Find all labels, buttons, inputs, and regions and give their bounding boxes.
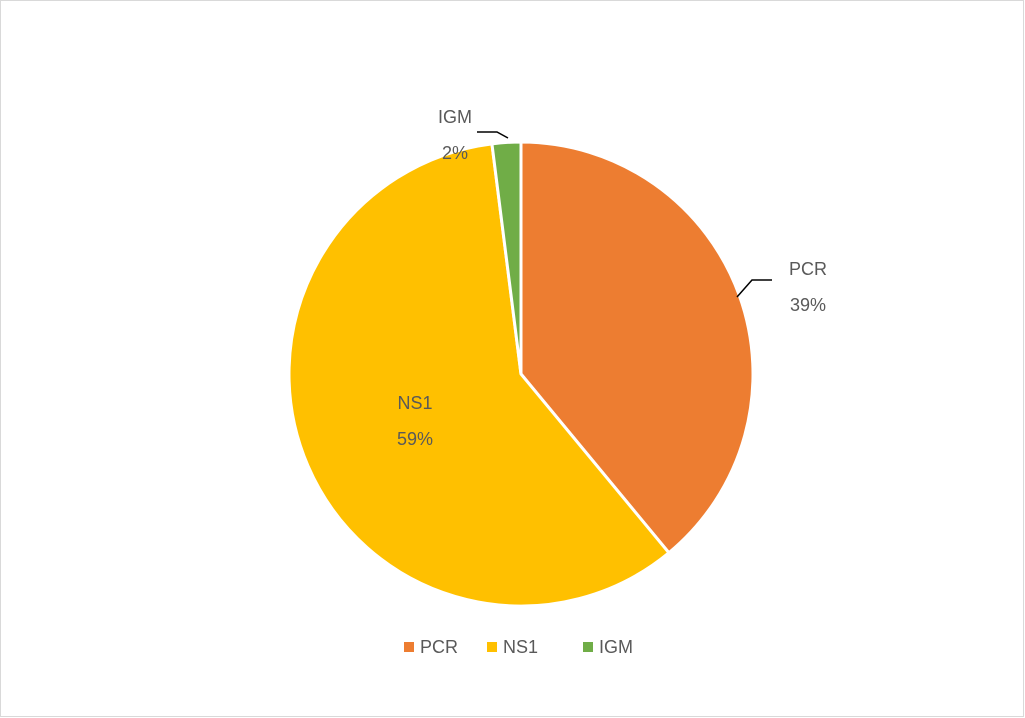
data-label-category: NS1 bbox=[397, 393, 432, 413]
leader-line bbox=[736, 279, 772, 298]
data-label: 59% bbox=[397, 429, 433, 449]
pie-slice bbox=[490, 140, 523, 375]
legend-marker bbox=[487, 642, 497, 652]
pie-slice bbox=[287, 142, 671, 608]
legend-label: PCR bbox=[420, 637, 458, 657]
legend-label: NS1 bbox=[503, 637, 538, 657]
leader-line bbox=[477, 131, 509, 139]
data-label-category: IGM bbox=[438, 107, 472, 127]
legend-marker bbox=[583, 642, 593, 652]
legend-marker bbox=[404, 642, 414, 652]
data-label: 39% bbox=[790, 295, 826, 315]
legend-label: IGM bbox=[599, 637, 633, 657]
data-label: 2% bbox=[442, 143, 468, 163]
data-label-category: PCR bbox=[789, 259, 827, 279]
